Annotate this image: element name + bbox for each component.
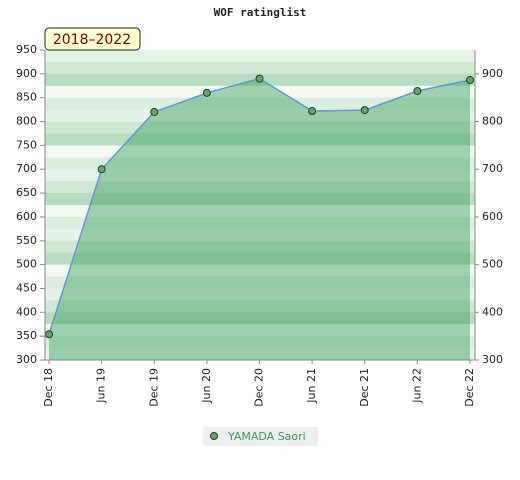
y-tick-label: 650 bbox=[16, 186, 37, 199]
stripe bbox=[45, 50, 475, 63]
point bbox=[150, 108, 159, 116]
point bbox=[360, 106, 369, 115]
y-tick-label: 700 bbox=[16, 162, 37, 175]
x-tick-label: Jun 19 bbox=[95, 368, 108, 404]
legend-marker bbox=[210, 432, 218, 440]
stripe bbox=[45, 181, 475, 194]
point bbox=[308, 107, 317, 116]
point bbox=[45, 330, 53, 339]
x-tick-label: Jun 22 bbox=[410, 368, 423, 404]
y-tick-label: 900 bbox=[16, 67, 37, 80]
point bbox=[97, 165, 106, 174]
stripe bbox=[45, 312, 475, 325]
x-tick-label: Dec 19 bbox=[147, 368, 160, 407]
stripe bbox=[45, 324, 475, 337]
stripe bbox=[45, 133, 475, 146]
x-tick-label: Jun 21 bbox=[305, 368, 318, 404]
area bbox=[49, 78, 470, 360]
y2-tick-label: 400 bbox=[482, 305, 503, 318]
stripe bbox=[45, 97, 475, 111]
point bbox=[466, 76, 474, 85]
y2-tick-label: 700 bbox=[482, 162, 503, 175]
stripe bbox=[45, 288, 475, 301]
point bbox=[255, 74, 264, 83]
point bbox=[413, 87, 422, 96]
stripe bbox=[45, 193, 475, 206]
stripe bbox=[45, 157, 475, 170]
y-tick-label: 950 bbox=[16, 43, 37, 56]
y2-tick-label: 300 bbox=[482, 353, 503, 366]
y-tick-label: 600 bbox=[16, 210, 37, 223]
y2-tick-label: 500 bbox=[482, 258, 503, 271]
annotation: 2018–2022 bbox=[53, 32, 131, 48]
y2-tick-label: 600 bbox=[482, 210, 503, 223]
annotation-box bbox=[44, 27, 141, 51]
stripe bbox=[45, 145, 475, 158]
stripe bbox=[45, 276, 475, 289]
point bbox=[202, 88, 211, 97]
stripe bbox=[45, 216, 475, 230]
stripe bbox=[45, 336, 475, 349]
y-tick-label: 850 bbox=[16, 91, 37, 104]
stripe bbox=[45, 240, 475, 254]
y-tick-label: 350 bbox=[16, 329, 37, 342]
y2-tick-label: 900 bbox=[482, 67, 503, 80]
stripe bbox=[45, 169, 475, 182]
stripe bbox=[45, 61, 475, 75]
plot-background bbox=[45, 50, 475, 361]
legend-box bbox=[203, 427, 318, 446]
stripe bbox=[45, 252, 475, 266]
y-tick-label: 550 bbox=[16, 234, 37, 247]
x-tick-label: Dec 21 bbox=[358, 368, 371, 407]
x-tick-label: Dec 20 bbox=[253, 368, 266, 407]
y-tick-label: 400 bbox=[16, 305, 37, 318]
chart-title: WOF ratinglist bbox=[214, 6, 307, 19]
stripe bbox=[45, 348, 475, 361]
stripe bbox=[45, 85, 475, 99]
y-tick-label: 800 bbox=[16, 115, 37, 128]
x-tick-label: Jun 20 bbox=[200, 368, 213, 404]
stripe bbox=[45, 300, 475, 313]
stripe bbox=[45, 205, 475, 218]
y-tick-label: 300 bbox=[16, 353, 37, 366]
stripe bbox=[45, 264, 475, 278]
x-tick-label: Dec 18 bbox=[42, 368, 55, 407]
y-tick-label: 500 bbox=[16, 258, 37, 271]
stripe bbox=[45, 121, 475, 134]
y-tick-label: 750 bbox=[16, 138, 37, 151]
legend-label: YAMADA Saori bbox=[227, 430, 306, 443]
y-tick-label: 450 bbox=[16, 281, 37, 294]
x-tick-label: Dec 22 bbox=[463, 368, 476, 407]
stripe bbox=[45, 228, 475, 242]
y2-tick-label: 800 bbox=[482, 115, 503, 128]
